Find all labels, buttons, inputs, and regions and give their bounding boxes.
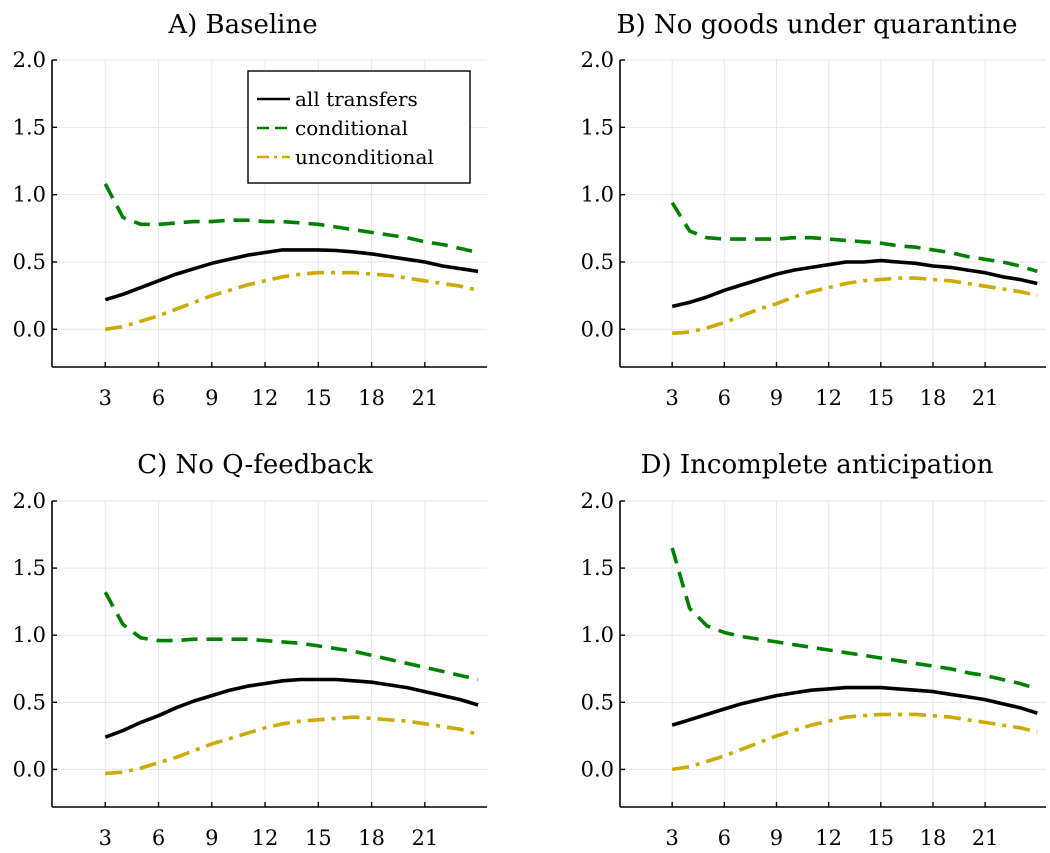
x-tick-label: 9 (205, 826, 218, 850)
y-tick-label: 1.5 (13, 556, 46, 580)
y-tick-label: 0.0 (581, 317, 614, 341)
series-line-dashdot (671, 712, 1038, 772)
panel-4: D) Incomplete anticipation 0.0 0.5 1.0 1.5 2.… (581, 450, 1046, 850)
x-tick-label: 21 (411, 826, 438, 850)
series-line-dashdot (105, 715, 479, 776)
y-tick-label: 0.0 (13, 317, 46, 341)
legend: all transfers conditional unconditional (247, 70, 471, 184)
series-line-dashed (103, 591, 479, 682)
panel-2: B) No goods under quarantine 0.0 0.5 1.0 1.5… (581, 10, 1046, 410)
series-line-dashdot (672, 276, 1038, 336)
x-tick-label: 15 (305, 386, 332, 410)
x-tick-label: 21 (972, 826, 999, 850)
panel-title: D) Incomplete anticipation (641, 450, 994, 480)
x-tick-label: 12 (252, 826, 279, 850)
x-tick-label: 12 (815, 826, 842, 850)
series-line-dashed (670, 547, 1038, 691)
legend-label: conditional (295, 116, 408, 140)
x-tick-label: 3 (665, 826, 678, 850)
x-tick-label: 12 (252, 386, 279, 410)
x-tick-label: 6 (718, 826, 731, 850)
y-tick-label: 1.5 (13, 115, 46, 139)
x-tick-label: 21 (411, 386, 438, 410)
x-tick-label: 12 (815, 386, 842, 410)
y-tick-label: 1.0 (581, 623, 614, 647)
series-line-unconditional (105, 270, 479, 332)
y-tick-label: 0.0 (13, 757, 46, 781)
y-tick-label: 1.5 (581, 115, 614, 139)
panel-1: A) Baseline 0.0 0.5 1.0 1.5 2.0 3 6 9 12 15 18 21 all… (13, 10, 487, 410)
legend-label: unconditional (295, 145, 434, 169)
x-tick-label: 15 (867, 386, 894, 410)
panel-title: C) No Q-feedback (137, 450, 373, 480)
x-tick-label: 21 (972, 386, 999, 410)
y-tick-label: 1.5 (581, 556, 614, 580)
y-tick-label: 0.5 (13, 690, 46, 714)
x-tick-label: 9 (205, 386, 218, 410)
series-line-solid (671, 685, 1038, 727)
x-tick-label: 15 (867, 826, 894, 850)
panel-3: C) No Q-feedback 0.0 0.5 1.0 1.5 2.0 3 6 9 12 15 18… (13, 450, 487, 850)
x-tick-label: 6 (718, 386, 731, 410)
series-line-solid (671, 258, 1038, 309)
x-tick-label: 6 (152, 826, 165, 850)
y-tick-label: 2.0 (13, 48, 46, 72)
legend-label: all transfers (295, 87, 418, 111)
y-tick-label: 0.5 (13, 250, 46, 274)
panel-title: A) Baseline (167, 10, 317, 40)
x-tick-label: 3 (99, 386, 112, 410)
x-tick-label: 3 (665, 386, 678, 410)
x-tick-label: 18 (920, 386, 947, 410)
series-line-all-transfers (104, 248, 479, 302)
y-tick-label: 2.0 (581, 48, 614, 72)
y-tick-label: 1.0 (13, 183, 46, 207)
y-tick-label: 0.5 (581, 250, 614, 274)
y-tick-label: 0.5 (581, 690, 614, 714)
series-line-conditional (103, 183, 479, 255)
x-tick-label: 18 (920, 826, 947, 850)
legend-box (247, 70, 471, 184)
x-tick-label: 6 (152, 386, 165, 410)
y-tick-label: 2.0 (13, 489, 46, 513)
x-tick-label: 15 (305, 826, 332, 850)
x-tick-label: 9 (770, 386, 783, 410)
y-tick-label: 1.0 (13, 623, 46, 647)
series-line-solid (104, 677, 479, 739)
series-line-dashed (670, 201, 1038, 274)
x-tick-label: 9 (770, 826, 783, 850)
y-tick-label: 1.0 (581, 183, 614, 207)
x-tick-label: 18 (358, 386, 385, 410)
panel-title: B) No goods under quarantine (616, 10, 1017, 40)
x-tick-label: 3 (99, 826, 112, 850)
x-tick-label: 18 (358, 826, 385, 850)
y-tick-label: 0.0 (581, 757, 614, 781)
y-tick-label: 2.0 (581, 489, 614, 513)
